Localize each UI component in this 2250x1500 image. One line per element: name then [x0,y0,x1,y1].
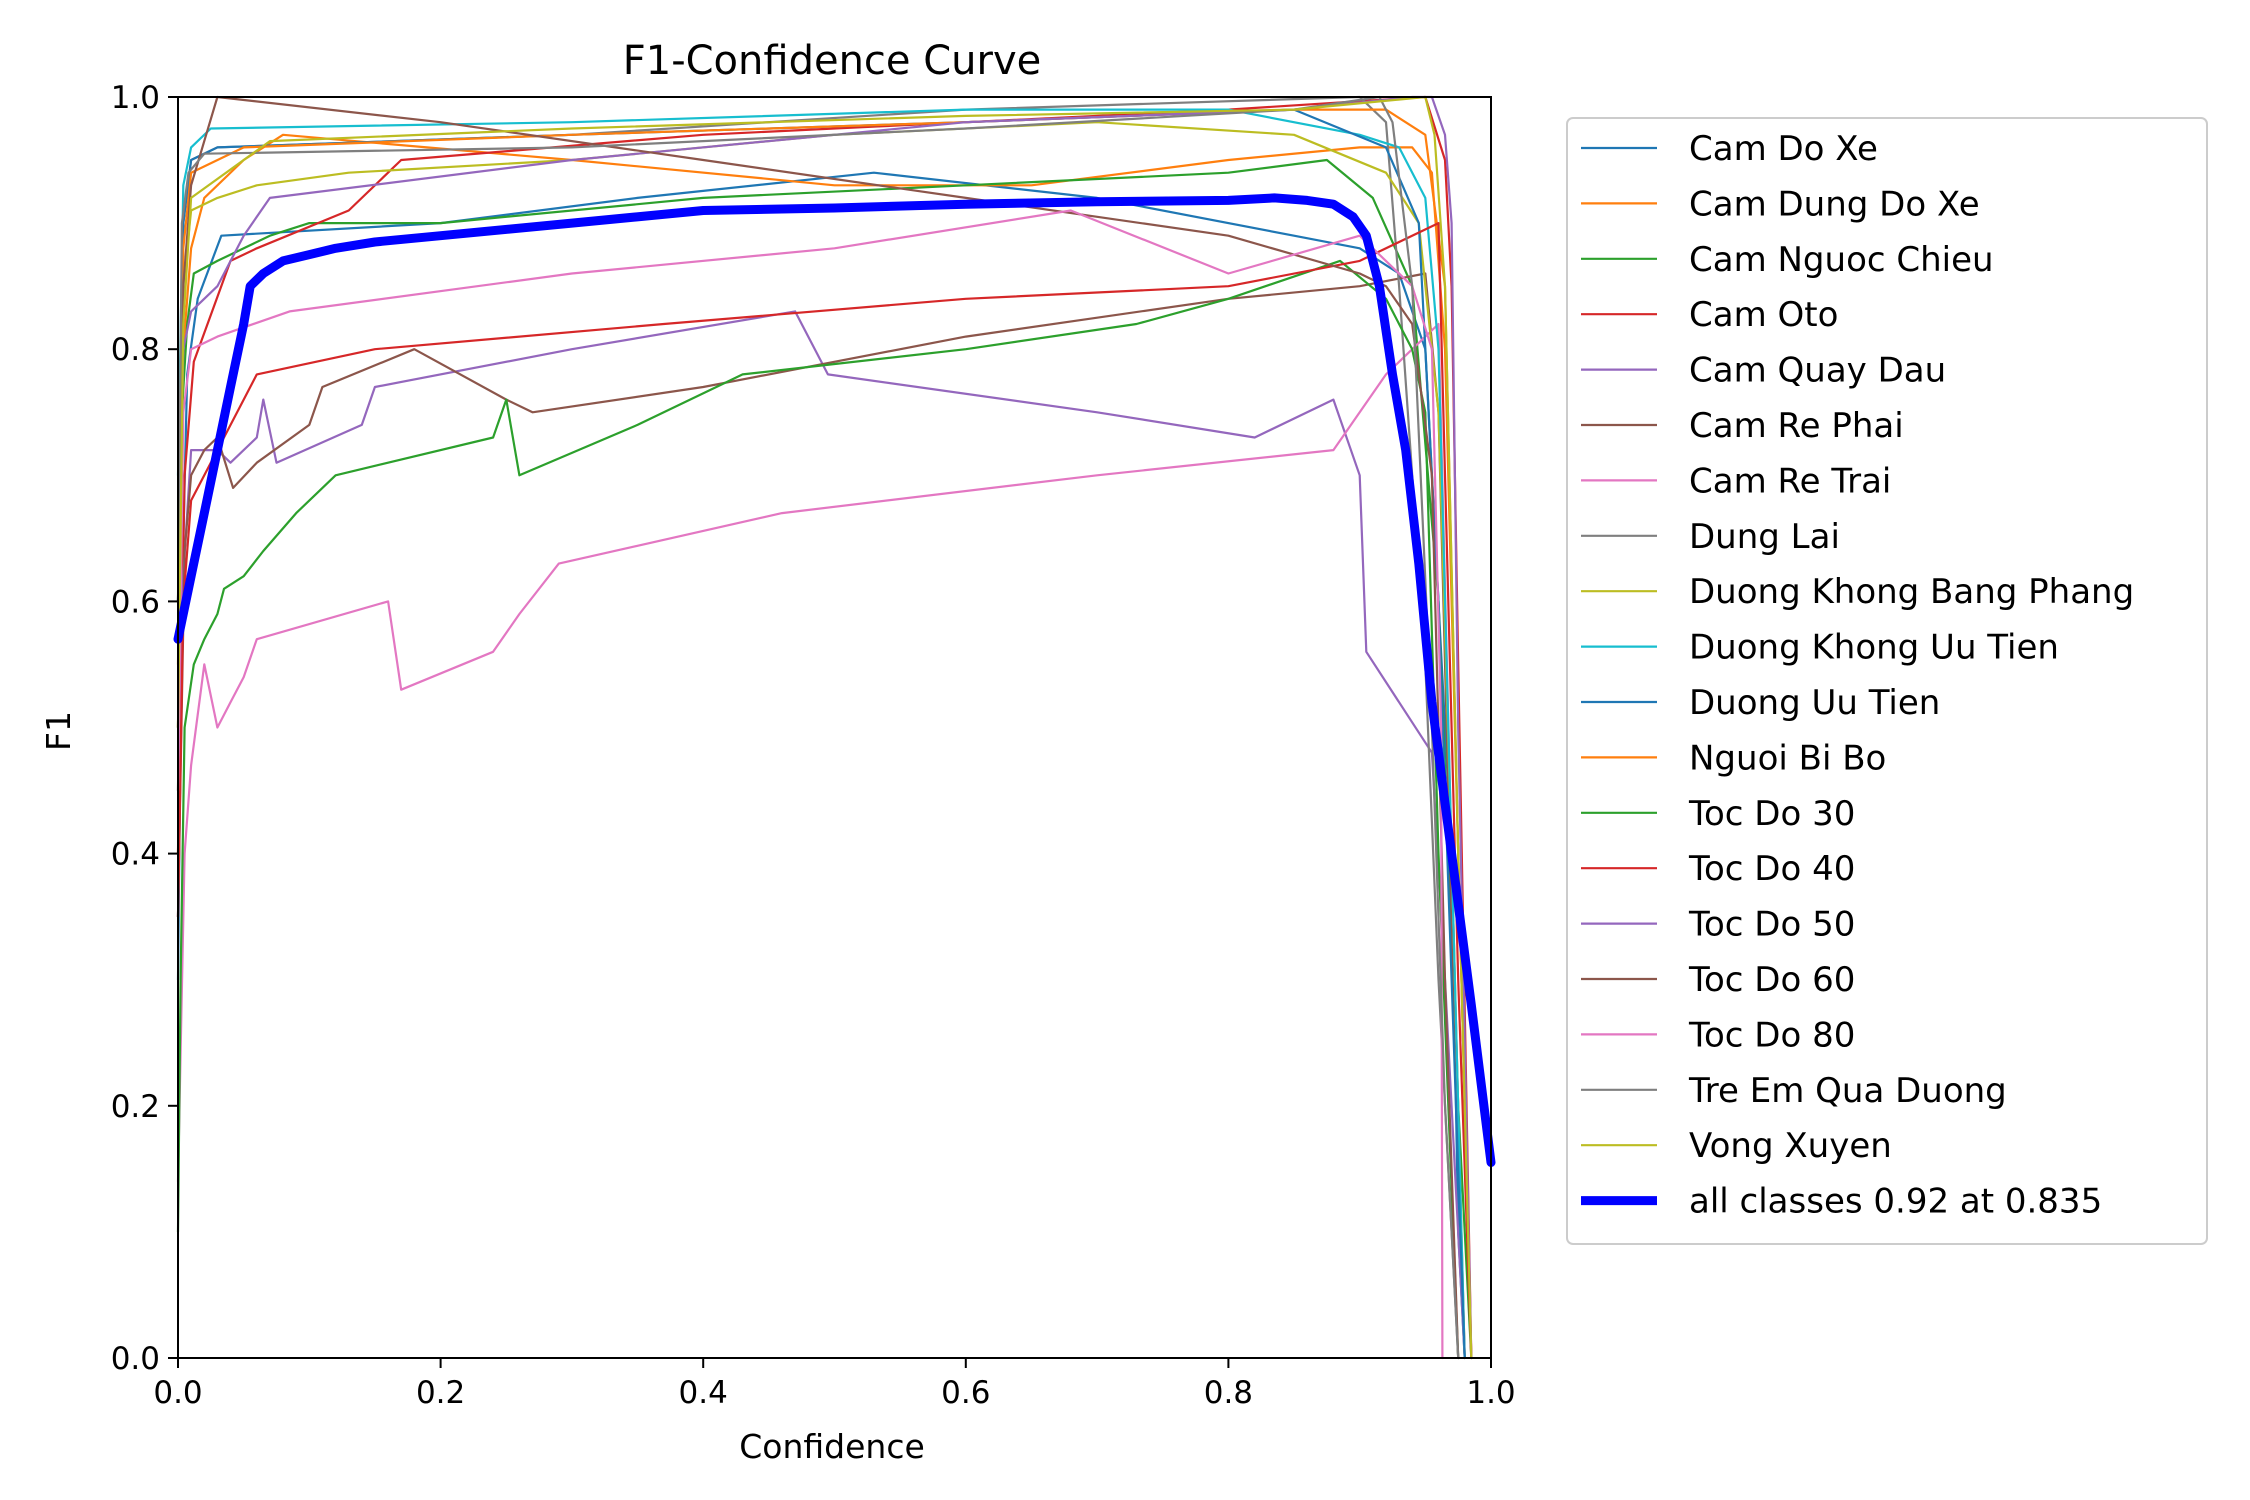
legend-entry: Cam Re Phai [1689,406,1904,446]
plot-frame [177,96,1492,1359]
y-tick-label: 1.0 [111,80,160,116]
legend-entry: Toc Do 40 [1688,849,1855,889]
plot-area [173,95,1496,1360]
legend-entry: Cam Dung Do Xe [1689,184,1980,224]
x-tick-label: 0.4 [679,1375,728,1411]
series-line [176,209,1444,1360]
legend-entry: Duong Uu Tien [1689,683,1940,723]
series-line [176,259,1460,1360]
x-tick-label: 0.2 [416,1375,465,1411]
legend-entry: Duong Khong Bang Phang [1689,572,2134,612]
legend-entry: Nguoi Bi Bo [1689,738,1886,778]
x-tick-label: 1.0 [1466,1375,1515,1411]
legend-entry: all classes 0.92 at 0.835 [1689,1182,2102,1222]
legend-entry: Cam Quay Dau [1689,351,1946,391]
legend-entry: Toc Do 80 [1688,1015,1855,1055]
legend-box [1566,117,2208,1245]
legend-entry: Duong Khong Uu Tien [1689,628,2059,668]
series-line [176,108,1466,1360]
legend-entry: Cam Oto [1689,295,1838,335]
series-line [176,272,1466,1360]
y-axis-label: F1 [39,711,78,751]
y-axis: 0.0 0.2 0.4 0.6 0.8 1.0 [111,80,178,1377]
series-line [176,95,1473,1360]
series-line [176,95,1473,1360]
plot-background [178,97,1491,1358]
legend-entry: Dung Lai [1689,517,1840,557]
legend-entry: Tre Em Qua Duong [1688,1071,2007,1111]
y-tick-label: 0.0 [111,1341,160,1377]
chart-title: F1-Confidence Curve [623,38,1042,84]
legend: Cam Do Xe Cam Dung Do Xe Cam Nguoc Chieu Ca… [1566,117,2208,1245]
series-layer [173,95,1496,1360]
y-tick-label: 0.2 [111,1089,160,1125]
x-axis-label: Confidence [739,1427,925,1466]
x-tick-label: 0.6 [941,1375,990,1411]
legend-entry: Cam Nguoc Chieu [1689,240,1994,280]
series-line [176,322,1466,1360]
series-line [176,95,1473,1360]
y-tick-label: 0.8 [111,332,160,368]
legend-entry: Vong Xuyen [1689,1126,1892,1166]
legend-entry: Cam Re Trai [1689,461,1891,501]
legend-entry: Cam Do Xe [1689,129,1878,169]
series-line [173,193,1496,1167]
series-line [176,95,1460,1360]
series-line [176,222,1473,1360]
y-tick-label: 0.4 [111,837,160,873]
y-tick-label: 0.6 [111,584,160,620]
x-tick-label: 0.8 [1204,1375,1253,1411]
x-axis: 0.0 0.2 0.4 0.6 0.8 1.0 [153,1358,1516,1411]
legend-entry: Toc Do 30 [1688,794,1855,834]
x-tick-label: 0.0 [153,1375,202,1411]
legend-entry: Toc Do 50 [1688,905,1855,945]
legend-entry: Toc Do 60 [1688,960,1855,1000]
